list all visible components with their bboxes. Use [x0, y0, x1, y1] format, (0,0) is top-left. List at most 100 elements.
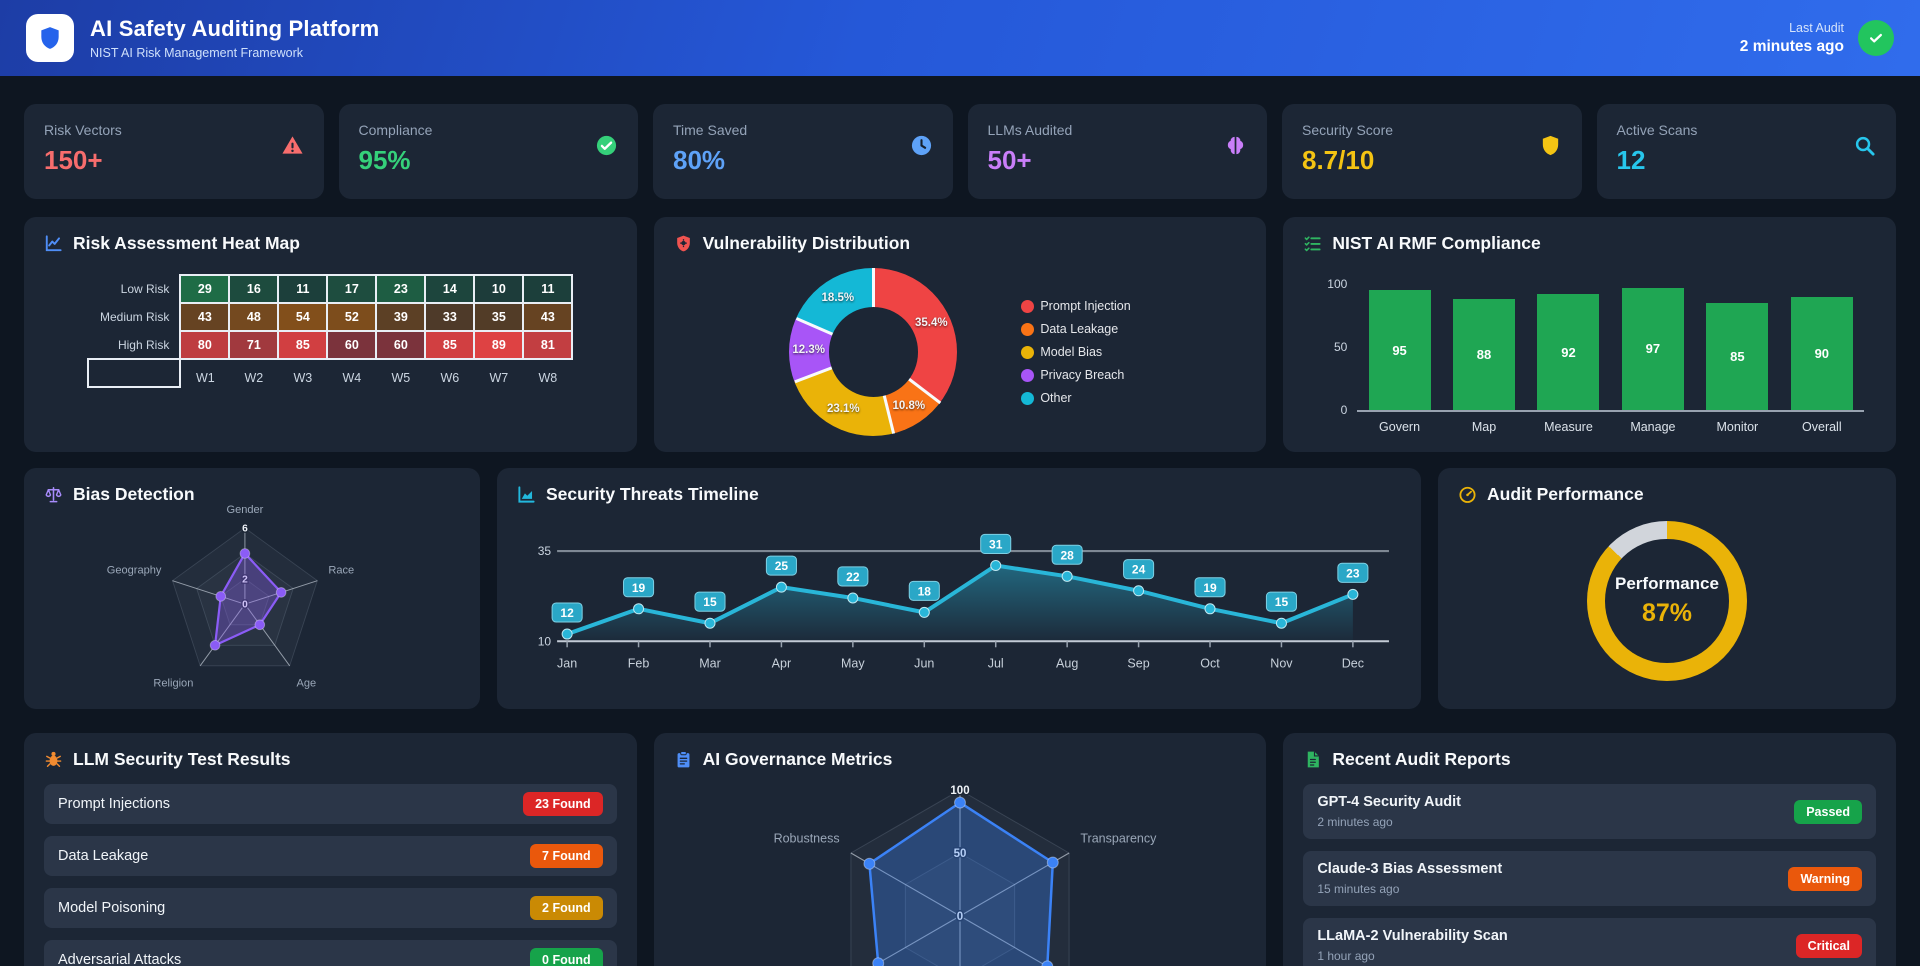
bar-category-label: Monitor [1716, 420, 1759, 434]
heatmap-row-label: Low Risk [120, 282, 170, 296]
legend-item[interactable]: Data Leakage [1021, 322, 1130, 336]
heatmap-cell: 54 [277, 302, 329, 332]
x-axis-label: Jul [988, 656, 1004, 670]
heatmap-column-label: W4 [342, 371, 362, 385]
bar: 90 [1790, 296, 1853, 410]
panel-title: Risk Assessment Heat Map [73, 233, 300, 253]
svg-text:10: 10 [538, 634, 552, 648]
legend-item[interactable]: Other [1021, 391, 1130, 405]
legend-dot [1021, 391, 1035, 405]
heatmap-cell: 48 [228, 302, 280, 332]
stat-label: LLMs Audited [987, 122, 1073, 138]
stat-card: LLMs Audited 50+ [967, 104, 1267, 199]
page-title: AI Safety Auditing Platform [90, 16, 380, 41]
heatmap-cell: 43 [522, 302, 574, 332]
donut-chart: 35.4% 10.8% 23.1% 12.3% 18.5% [789, 268, 958, 436]
last-audit-label: Last Audit [1789, 20, 1844, 35]
shield-icon [1539, 134, 1562, 157]
heatmap-cell: 43 [179, 302, 231, 332]
test-count-badge: 7 Found [530, 844, 603, 868]
legend-item[interactable]: Model Bias [1021, 345, 1130, 359]
brain-icon [1224, 134, 1247, 157]
data-point-label: 22 [846, 570, 860, 584]
heatmap-cell: 52 [326, 302, 378, 332]
bar-value: 88 [1476, 347, 1492, 363]
bug-icon [44, 750, 63, 769]
stat-value: 50+ [987, 145, 1032, 175]
y-axis-tick: 0 [1340, 403, 1348, 417]
test-row: Data Leakage 7 Found [44, 836, 617, 876]
stat-label: Time Saved [673, 122, 748, 138]
heatmap-cell: 33 [424, 302, 476, 332]
radar-axis-label: Transparency [1080, 832, 1157, 846]
app-header: AI Safety Auditing Platform NIST AI Risk… [0, 0, 1920, 76]
data-point-label: 28 [1060, 548, 1074, 562]
donut-slice-label: 18.5% [821, 291, 855, 304]
donut-slice-label: 12.3% [792, 344, 825, 357]
clipboard-icon [674, 750, 693, 769]
panel-bias-detection: Bias Detection Gender Race Age Religion Geog… [24, 468, 480, 709]
bar-category-label: Overall [1802, 420, 1842, 434]
heatmap-cell: 85 [424, 330, 476, 360]
test-row: Model Poisoning 2 Found [44, 888, 617, 928]
heatmap-column-label: W8 [538, 371, 558, 385]
radar-tick-label: 50 [954, 848, 967, 860]
panel-title: Bias Detection [73, 484, 195, 504]
x-axis-label: Apr [772, 656, 791, 670]
test-name: Data Leakage [58, 848, 149, 864]
report-status-badge: Warning [1788, 866, 1862, 891]
data-point-label: 15 [703, 595, 717, 609]
bar-value: 97 [1645, 341, 1661, 357]
stat-label: Active Scans [1616, 122, 1698, 138]
heatmap-cell: 35 [473, 302, 525, 332]
legend-label: Prompt Injection [1040, 299, 1131, 313]
bar: 95 [1368, 290, 1431, 410]
list-check-icon [1303, 234, 1322, 253]
bar-value: 92 [1561, 344, 1576, 360]
panel-recent-reports: Recent Audit Reports GPT-4 Security Audi… [1283, 733, 1896, 966]
test-name: Model Poisoning [58, 900, 166, 916]
bar: 88 [1453, 299, 1515, 410]
panel-vulnerability-distribution: Vulnerability Distribution 35.4% 10.8% 23.… [653, 217, 1267, 452]
stat-card: Active Scans 12 [1596, 104, 1896, 199]
legend-dot [1021, 368, 1035, 382]
clock-icon [910, 134, 933, 157]
legend-item[interactable]: Privacy Breach [1021, 368, 1130, 382]
stats-row: Risk Vectors 150+ Compliance 95% Time Saved 8… [24, 104, 1896, 199]
bar-category-label: Manage [1630, 420, 1676, 434]
heatmap-column-label: W2 [244, 371, 264, 385]
line-chart-threats: 35 10 Jan Feb Mar Apr May Jun Jul Aug Sep Oct Nov Dec… [538, 533, 1389, 670]
test-row: Prompt Injections 23 Found [44, 784, 617, 824]
chart-line-icon [44, 234, 63, 253]
status-check-icon [1858, 20, 1894, 56]
radar-axis-label: Geography [107, 565, 162, 577]
stat-value: 80% [673, 145, 726, 175]
x-axis-label: Dec [1342, 656, 1364, 670]
panel-title: LLM Security Test Results [73, 749, 291, 769]
radar-chart-governance: TransparencyAccountabilityFairnessRobust… [774, 784, 1157, 966]
scale-icon [44, 485, 63, 504]
heatmap-cell: 81 [522, 330, 574, 360]
bar-value: 95 [1392, 342, 1407, 358]
heatmap-cell: 60 [375, 330, 427, 360]
gauge-chart: Performance 87% [1587, 521, 1747, 681]
test-name: Prompt Injections [58, 796, 171, 812]
panel-title: AI Governance Metrics [702, 749, 893, 769]
report-time: 15 minutes ago [1317, 882, 1400, 896]
stat-card: Risk Vectors 150+ [24, 104, 324, 199]
legend-label: Data Leakage [1040, 322, 1119, 336]
radar-axis-label: Age [296, 678, 316, 690]
x-axis-label: Mar [699, 656, 721, 670]
heatmap-cell: 60 [326, 330, 378, 360]
radar-tick-label: 0 [242, 600, 248, 611]
report-time: 2 minutes ago [1317, 815, 1393, 829]
test-count-badge: 2 Found [530, 896, 603, 920]
panel-governance-metrics: AI Governance Metrics TransparencyAccoun… [653, 733, 1267, 966]
stat-value: 8.7/10 [1302, 145, 1375, 175]
stat-card: Security Score 8.7/10 [1282, 104, 1582, 199]
legend-label: Privacy Breach [1040, 368, 1125, 382]
legend-item[interactable]: Prompt Injection [1021, 299, 1131, 313]
heatmap-chart: Low Risk 29 16 11 17 23 14 10 11 Medium Risk 43 48 5… [44, 274, 617, 388]
heatmap-cell: 71 [228, 330, 280, 360]
bar: 92 [1537, 294, 1600, 410]
